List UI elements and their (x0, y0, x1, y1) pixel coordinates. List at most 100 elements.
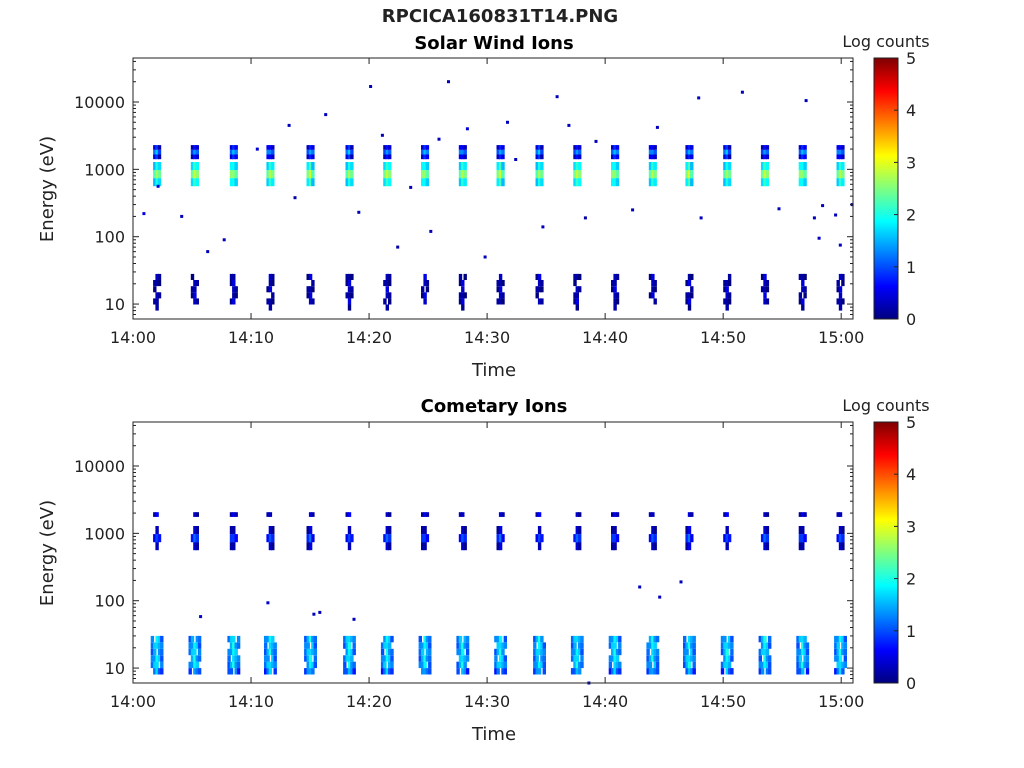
heatmap-cell (801, 526, 805, 535)
panel-title: Cometary Ions (421, 396, 568, 417)
heatmap-cell (804, 99, 808, 103)
heatmap-cell (425, 145, 430, 150)
heatmap-cell (575, 668, 579, 675)
heatmap-cell (723, 661, 727, 669)
heatmap-cell (648, 154, 653, 160)
heatmap-cell (423, 280, 427, 287)
heatmap-cell (725, 526, 729, 535)
heatmap-cell (834, 668, 838, 675)
y-tick-label: 1000 (84, 524, 125, 543)
heatmap-cell (763, 635, 767, 643)
heatmap-cell (535, 512, 539, 517)
heatmap-cell (685, 534, 689, 543)
heatmap-cell (834, 655, 838, 662)
heatmap-cell (573, 635, 577, 643)
heatmap-cell (232, 162, 236, 171)
heatmap-cell (347, 655, 352, 662)
heatmap-cell (611, 280, 615, 287)
heatmap-cell (537, 170, 542, 179)
heatmap-cell (653, 542, 657, 551)
heatmap-cell (496, 642, 500, 649)
heatmap-cell (308, 162, 313, 171)
heatmap-cell (651, 162, 655, 171)
heatmap-cell (463, 273, 467, 280)
heatmap-cell (540, 655, 544, 662)
heatmap-cell (613, 292, 617, 299)
heatmap-cell (461, 526, 465, 535)
heatmap-cell (611, 635, 615, 643)
heatmap-cell (421, 534, 425, 543)
heatmap-cell (763, 542, 767, 551)
heatmap-cell (423, 298, 427, 305)
heatmap-cell (841, 280, 845, 287)
heatmap-cell (685, 170, 689, 179)
heatmap-cell (155, 178, 159, 187)
heatmap-cell (501, 668, 505, 675)
heatmap-cell (503, 668, 507, 675)
heatmap-cell (153, 534, 157, 543)
heatmap-cell (615, 648, 620, 656)
heatmap-cell (801, 178, 805, 187)
heatmap-cell (838, 534, 843, 543)
heatmap-cell (501, 149, 505, 155)
heatmap-cell (347, 145, 352, 150)
heatmap-cell (838, 542, 843, 551)
heatmap-cell (494, 655, 498, 662)
heatmap-cell (268, 178, 273, 187)
heatmap-cell (836, 648, 840, 656)
heatmap-cell (461, 149, 465, 155)
heatmap-cell (838, 512, 843, 517)
heatmap-cell (573, 642, 577, 649)
heatmap-cell (501, 534, 505, 543)
heatmap-cell (615, 273, 620, 280)
heatmap-cell (306, 655, 310, 662)
heatmap-cell (838, 162, 843, 171)
heatmap-cell (388, 534, 392, 543)
heatmap-cell (501, 170, 505, 179)
heatmap-cell (613, 304, 617, 311)
heatmap-cell (618, 648, 622, 656)
heatmap-cell (418, 648, 422, 656)
heatmap-cell (537, 526, 542, 535)
heatmap-cell (575, 655, 579, 662)
heatmap-cell (805, 668, 810, 675)
heatmap-cell (720, 648, 725, 656)
x-tick-label: 14:00 (110, 328, 156, 347)
heatmap-cell (687, 642, 692, 649)
heatmap-cell (615, 149, 620, 155)
heatmap-cell (461, 534, 465, 543)
heatmap-cell (352, 635, 356, 643)
heatmap-cell (725, 162, 729, 171)
heatmap-cell (232, 526, 236, 535)
heatmap-cell (193, 668, 197, 675)
heatmap-cell (380, 133, 384, 137)
heatmap-cell (385, 178, 389, 187)
heatmap-cell (268, 298, 273, 305)
heatmap-cell (690, 292, 694, 299)
heatmap-cell (611, 526, 615, 535)
heatmap-cell (836, 145, 840, 150)
heatmap-cell (232, 178, 236, 187)
heatmap-cell (578, 542, 582, 551)
heatmap-cell (388, 149, 392, 155)
heatmap-cell (461, 648, 465, 656)
heatmap-cell (801, 286, 805, 293)
heatmap-cell (537, 668, 542, 675)
heatmap-cell (843, 648, 847, 656)
colorbar-label: Log counts (842, 32, 929, 51)
heatmap-cell (153, 648, 157, 656)
x-tick-label: 14:20 (346, 328, 392, 347)
heatmap-cell (533, 642, 537, 649)
heatmap-cell (801, 170, 805, 179)
heatmap-cell (541, 225, 545, 229)
heatmap-cell (570, 655, 575, 662)
heatmap-cell (573, 154, 577, 160)
heatmap-cell (311, 642, 315, 649)
heatmap-cell (611, 512, 615, 517)
colorbar-tick-label: 0 (906, 674, 916, 693)
heatmap-cell (648, 642, 653, 649)
heatmap-cell (458, 642, 463, 649)
heatmap-cell (618, 668, 622, 675)
heatmap-cell (465, 655, 470, 662)
heatmap-cell (271, 149, 275, 155)
